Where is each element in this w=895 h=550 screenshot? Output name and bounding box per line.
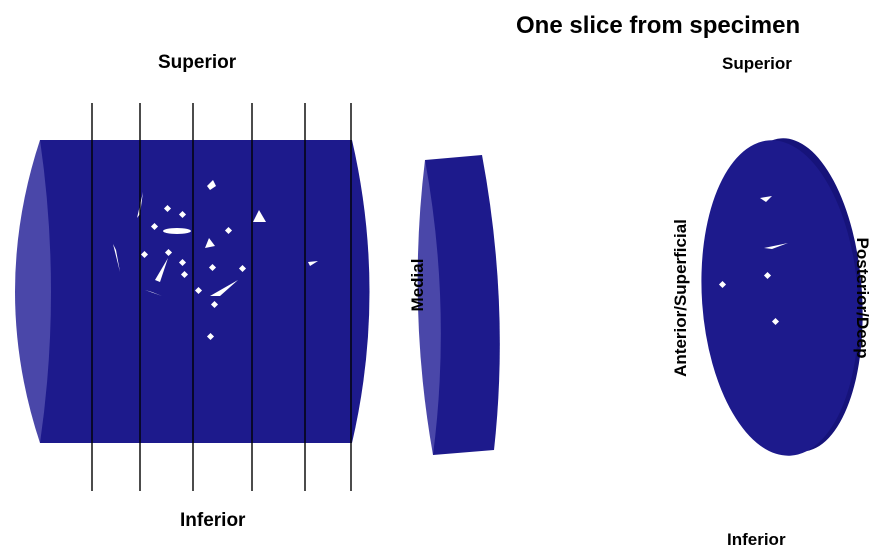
marker [140, 250, 149, 259]
specimen-markers [113, 180, 318, 341]
superior-label-right: Superior [722, 54, 792, 73]
slice-face [701, 140, 859, 456]
slice-markers [687, 196, 788, 326]
superior-label-left: Superior [158, 52, 237, 73]
slice-end-face [417, 160, 441, 455]
marker [194, 286, 203, 295]
marker [155, 258, 168, 282]
posterior-deep-label: Posterior/Deep [853, 237, 872, 359]
slice-face-view [687, 138, 863, 456]
marker [238, 264, 247, 273]
cut-lines [91, 103, 352, 491]
marker [207, 180, 216, 190]
marker [150, 222, 159, 231]
specimen-cylinder [15, 140, 370, 443]
marker [205, 238, 215, 248]
marker [163, 228, 191, 234]
marker [210, 300, 219, 309]
inferior-label-left: Inferior [180, 510, 246, 531]
marker [180, 270, 189, 279]
marker [208, 263, 217, 272]
marker [145, 290, 162, 296]
marker [224, 226, 233, 235]
marker [718, 280, 727, 289]
marker [206, 332, 215, 341]
marker [113, 244, 120, 272]
marker [178, 258, 187, 267]
cylinder-end-face [15, 140, 51, 443]
slice-body [425, 155, 500, 455]
marker [771, 317, 780, 326]
medial-label: Medial [408, 258, 427, 312]
marker [687, 287, 696, 296]
inferior-label-right: Inferior [727, 530, 786, 549]
marker [764, 243, 788, 249]
marker [210, 280, 238, 296]
anterior-superficial-label: Anterior/Superficial [671, 219, 690, 377]
marker [308, 261, 318, 266]
marker [164, 248, 173, 257]
slice-side-view [417, 155, 500, 455]
marker [163, 204, 172, 213]
specimen-diagram [15, 103, 863, 491]
cylinder-body [40, 140, 370, 443]
marker [253, 210, 266, 222]
marker [763, 271, 772, 280]
figure-title: One slice from specimen [516, 12, 801, 39]
marker [178, 210, 187, 219]
marker [760, 196, 772, 202]
